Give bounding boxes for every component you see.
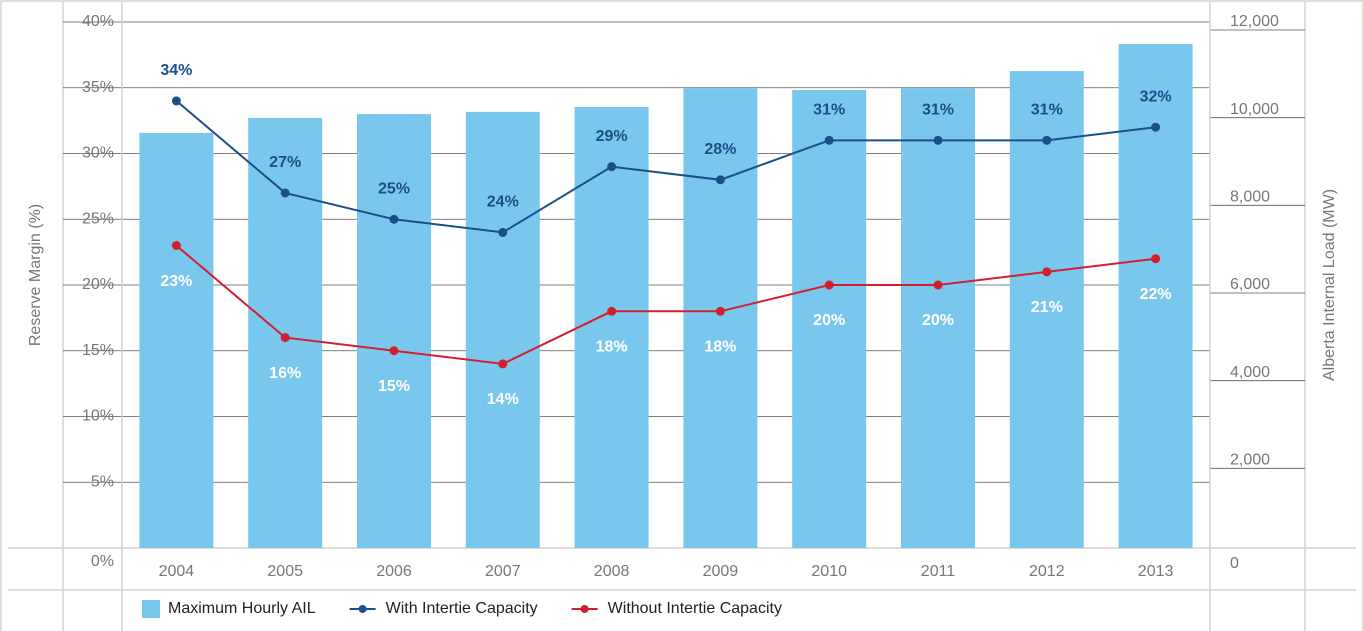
labels: 0% 5% 10% 15% 20% 25% 30% 35% 40% 0 2,000 4,000 6,00… — [82, 13, 1279, 618]
x-tick-label: 2007 — [485, 563, 521, 580]
x-tick-label: 2004 — [159, 563, 195, 580]
data-label: 20% — [813, 312, 845, 329]
point — [607, 162, 617, 172]
y2-axis-title: Alberta Internal Load (MW) — [1321, 189, 1338, 381]
legend-swatch — [142, 600, 160, 618]
y2-tick-label: 8,000 — [1230, 189, 1270, 206]
y-tick-label: 15% — [82, 342, 114, 359]
data-label: 27% — [269, 154, 301, 171]
line — [175, 244, 1156, 365]
data-label: 28% — [704, 141, 736, 158]
data-label: 15% — [378, 378, 410, 395]
data-label: 18% — [704, 339, 736, 356]
y-tick-label: 0% — [91, 553, 114, 570]
bar — [574, 107, 649, 548]
point — [1151, 254, 1161, 264]
point — [824, 135, 834, 145]
x-tick-label: 2012 — [1029, 563, 1065, 580]
point — [824, 280, 834, 290]
lines — [171, 96, 1161, 369]
data-label: 20% — [922, 312, 954, 329]
point — [1042, 135, 1052, 145]
y2-tick-label: 0 — [1230, 555, 1239, 572]
point — [171, 241, 181, 251]
data-label: 29% — [596, 128, 628, 145]
y-tick-label: 10% — [82, 408, 114, 425]
bar — [1009, 71, 1084, 549]
bar — [357, 114, 431, 549]
point — [498, 359, 508, 369]
bar — [139, 132, 214, 549]
point — [389, 346, 399, 356]
data-label: 32% — [1140, 88, 1172, 105]
y-tick-label: 35% — [82, 79, 114, 96]
legend-swatch — [580, 605, 589, 613]
x-tick-label: 2006 — [376, 563, 412, 580]
point — [607, 306, 617, 316]
legend-label: With Intertie Capacity — [386, 600, 538, 617]
point — [933, 280, 943, 290]
y2-tick-label: 12,000 — [1230, 13, 1279, 30]
x-tick-label: 2010 — [811, 563, 847, 580]
data-label: 14% — [487, 391, 519, 408]
data-label: 16% — [269, 365, 301, 382]
point — [715, 175, 725, 185]
data-label: 24% — [487, 194, 519, 211]
x-tick-label: 2009 — [703, 563, 739, 580]
legend-label: Maximum Hourly AIL — [168, 600, 316, 617]
data-label: 22% — [1140, 286, 1172, 303]
point — [389, 214, 399, 224]
x-tick-label: 2013 — [1138, 563, 1174, 580]
point — [933, 135, 943, 145]
y-tick-label: 25% — [82, 210, 114, 227]
bars — [139, 43, 1193, 549]
x-tick-label: 2008 — [594, 563, 630, 580]
legend-swatch — [358, 605, 367, 613]
x-tick-label: 2005 — [267, 563, 303, 580]
point — [1151, 122, 1161, 132]
y2-tick-label: 4,000 — [1230, 364, 1270, 381]
data-label: 31% — [922, 102, 954, 119]
y-axis-title: Reserve Margin (%) — [27, 204, 44, 346]
line — [175, 100, 1156, 234]
point — [498, 227, 508, 237]
y2-tick-label: 10,000 — [1230, 101, 1279, 118]
y-tick-label: 20% — [82, 276, 114, 293]
y2-tick-label: 6,000 — [1230, 276, 1270, 293]
point — [280, 188, 290, 198]
data-label: 31% — [1031, 102, 1063, 119]
data-label: 34% — [160, 62, 192, 79]
data-label: 21% — [1031, 299, 1063, 316]
data-label: 25% — [378, 180, 410, 197]
point — [715, 306, 725, 316]
data-label: 18% — [596, 339, 628, 356]
data-label: 23% — [160, 273, 192, 290]
bar — [465, 111, 540, 548]
legend-label: Without Intertie Capacity — [608, 600, 782, 617]
x-tick-label: 2011 — [921, 563, 956, 580]
data-label: 31% — [813, 102, 845, 119]
point — [171, 96, 181, 106]
y-tick-label: 40% — [82, 13, 114, 30]
point — [1042, 267, 1052, 277]
y2-tick-label: 2,000 — [1230, 452, 1270, 469]
point — [280, 333, 290, 343]
bar — [901, 88, 975, 549]
y-tick-label: 30% — [82, 145, 114, 162]
bar — [683, 88, 758, 549]
y-tick-label: 5% — [91, 473, 114, 490]
bar — [248, 117, 323, 549]
bar — [792, 89, 867, 549]
